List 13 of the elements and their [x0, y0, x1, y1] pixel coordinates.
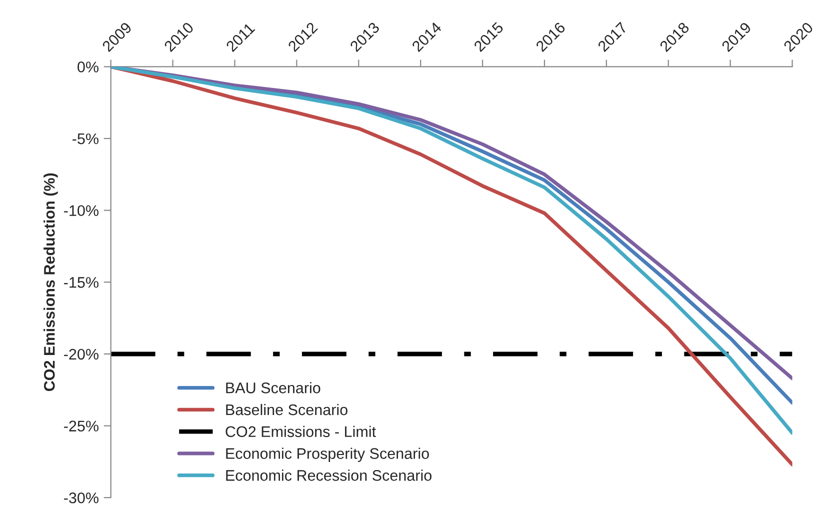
- y-tick-label: -20%: [64, 348, 98, 360]
- y-tick-label: -15%: [64, 277, 98, 288]
- y-axis-title: CO2 Emissions Reduction (%): [44, 173, 58, 392]
- y-tick-label: -25%: [64, 420, 98, 432]
- legend-label: BAU Scenario: [226, 382, 320, 394]
- legend-label: CO2 Emissions - Limit: [226, 426, 376, 438]
- y-tick-label: -5%: [72, 133, 98, 144]
- legend-label: Economic Recession Scenario: [226, 470, 432, 481]
- y-tick-label: 0%: [78, 62, 98, 72]
- y-tick-label: -30%: [64, 492, 98, 504]
- y-tick-label: -10%: [64, 205, 98, 216]
- legend-label: Economic Prosperity Scenario: [226, 448, 429, 462]
- legend-label: Baseline Scenario: [226, 404, 348, 416]
